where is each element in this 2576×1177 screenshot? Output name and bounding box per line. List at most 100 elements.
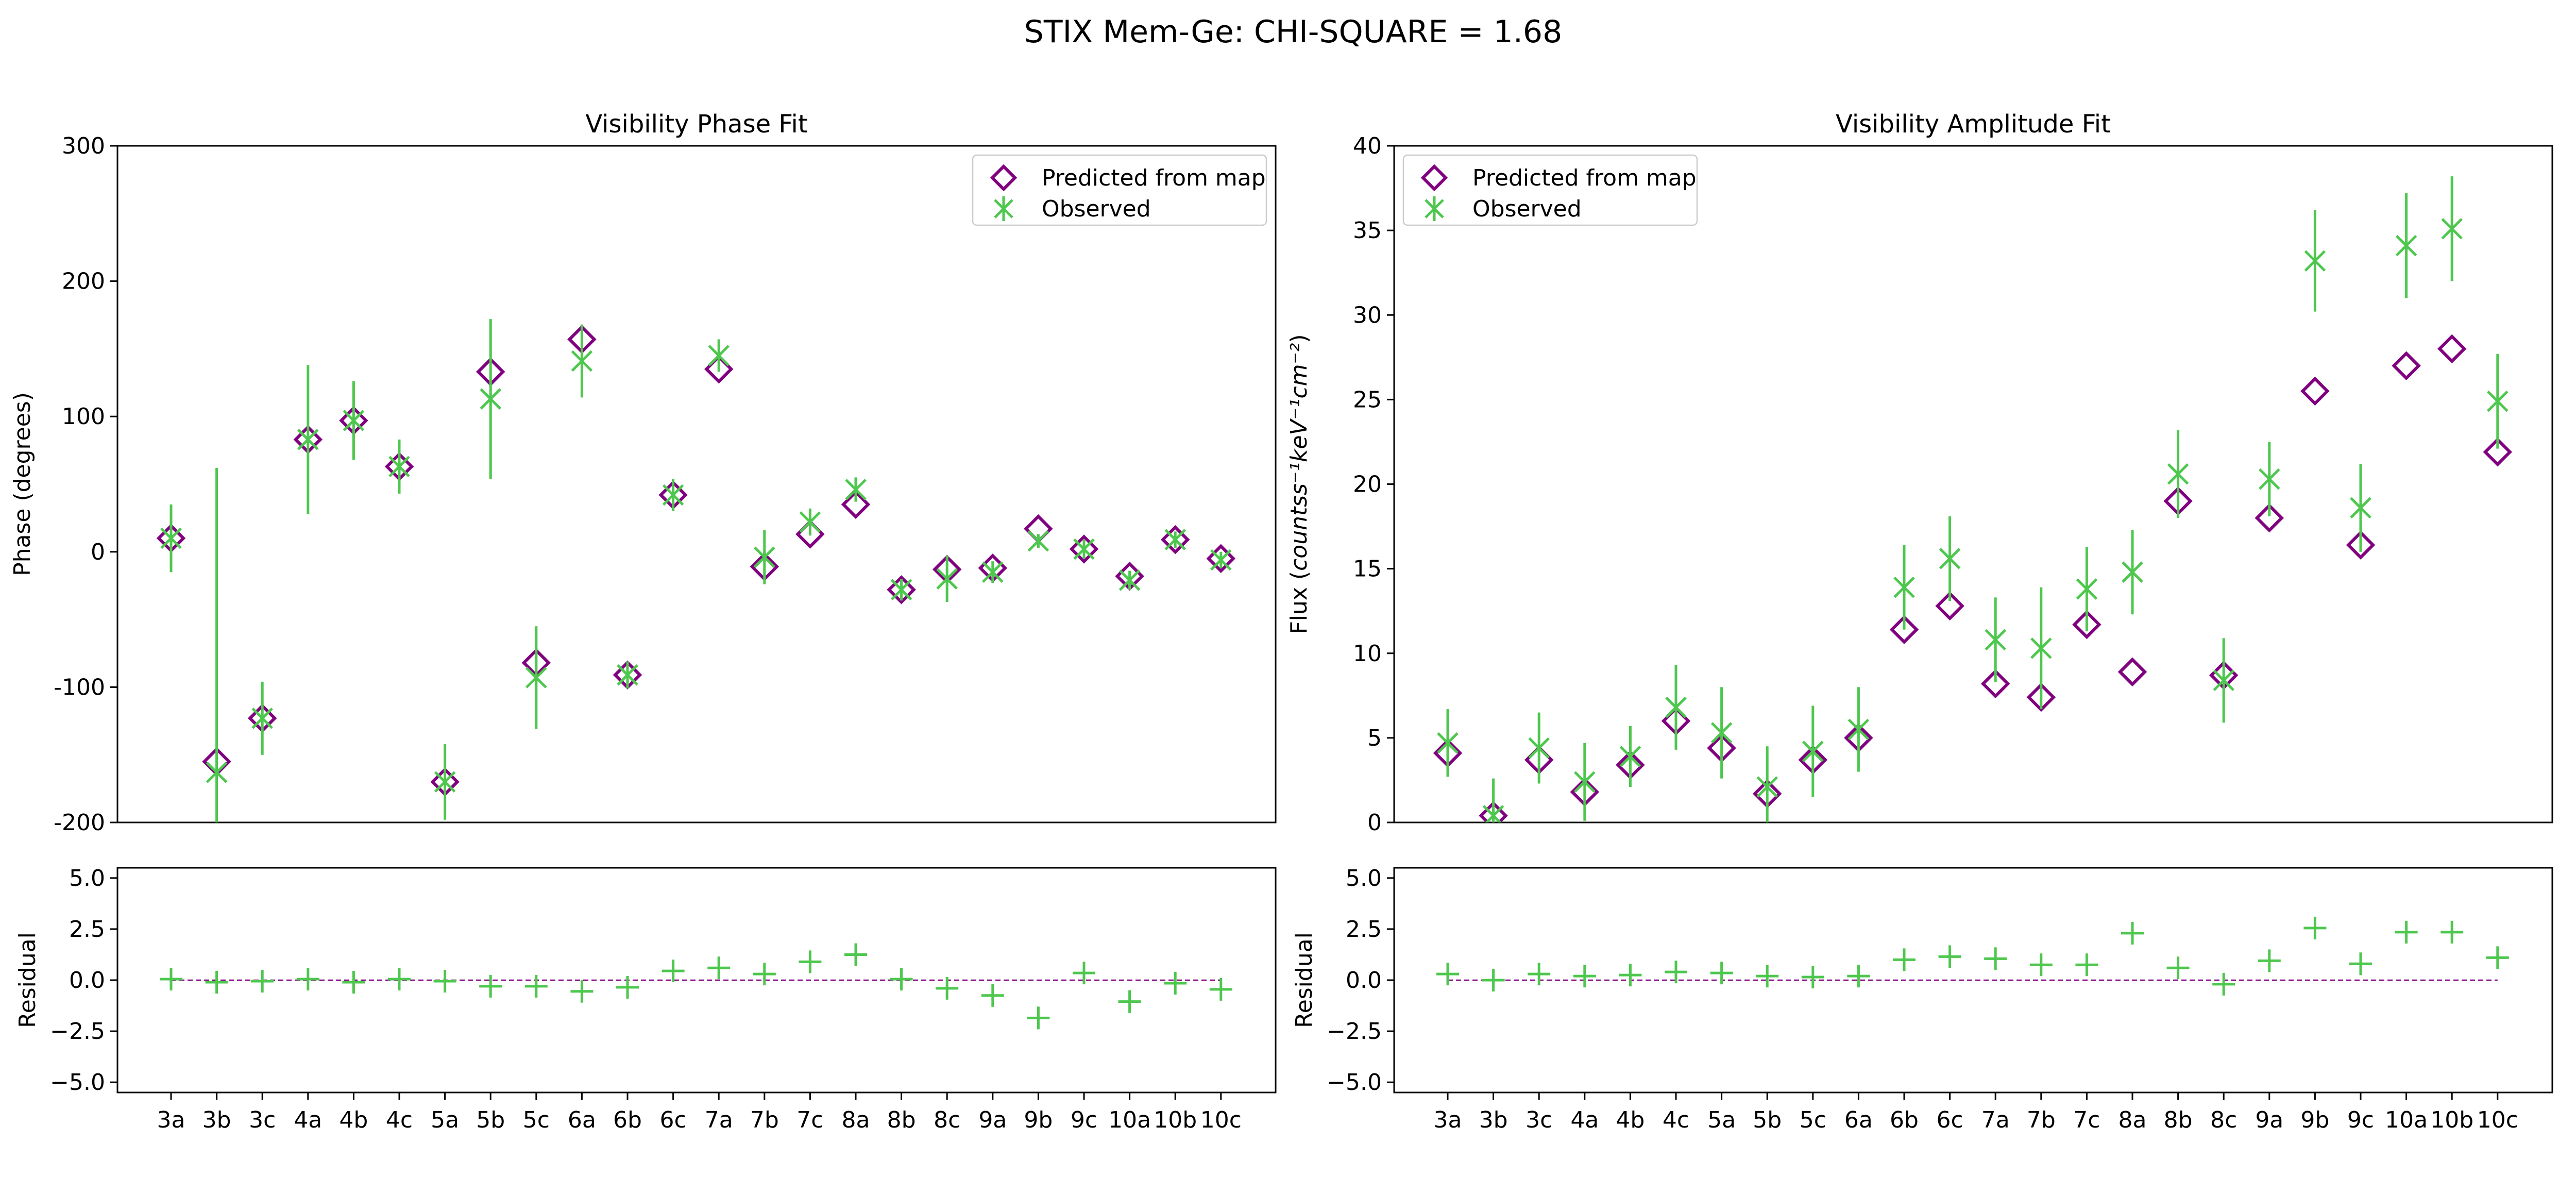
observed-point [160, 527, 182, 549]
observed-point [2395, 234, 2417, 257]
observed-point [1848, 718, 1870, 741]
x-tick-label: 4a [1570, 1107, 1599, 1133]
panel-3: −5.0 −2.5 0.0 2.5 5.0 Residual 3a 3b 3c 4a 4b 4c 5a 5… [1291, 865, 2553, 1133]
predicted-point [2117, 657, 2147, 687]
observed-point [2441, 218, 2463, 240]
observed-point [206, 762, 228, 783]
legend-label-predicted: Predicted from map [1472, 165, 1697, 191]
residual-point [433, 969, 456, 993]
x-tick-label: 10b [1154, 1107, 1197, 1133]
residual-point [844, 943, 867, 966]
observed-point [754, 546, 775, 568]
residual-point [2075, 953, 2098, 977]
residual-point [479, 974, 502, 998]
predicted-point [2392, 351, 2421, 380]
panel-0: -200 -100 0 100 200 300 Phase (degrees) Visibil… [9, 110, 1277, 836]
residual-point [1665, 961, 1687, 984]
y-tick-label: 2.5 [1346, 916, 1382, 943]
predicted-point [2072, 610, 2102, 640]
x-tick-label: 10b [2430, 1107, 2473, 1133]
residual-point [2486, 946, 2509, 969]
observed-point [251, 708, 273, 729]
observed-point [1482, 805, 1504, 822]
observed-point [2122, 561, 2143, 583]
residual-point [1073, 962, 1095, 985]
y-tick-label: 5.0 [1346, 865, 1382, 892]
residual-point [1984, 947, 2007, 970]
x-tick-label: 5a [431, 1107, 459, 1133]
predicted-point [1889, 615, 1919, 645]
residual-point [160, 968, 182, 991]
observed-point [2259, 468, 2280, 490]
x-tick-label: 9c [2347, 1107, 2374, 1133]
x-tick-label: 7a [705, 1107, 733, 1133]
y-tick-label: 15 [1353, 556, 1382, 582]
x-tick-label: 3b [202, 1107, 231, 1133]
residual-point [342, 970, 365, 994]
observed-point [1710, 722, 1733, 744]
observed-point [1164, 529, 1186, 550]
x-tick-label: 5a [1707, 1107, 1736, 1133]
residual-point [799, 950, 822, 973]
observed-point [2487, 390, 2509, 412]
diamond-marker-icon [1420, 164, 1448, 192]
x-tick-label: 3a [1434, 1107, 1462, 1133]
predicted-point [2346, 530, 2376, 560]
x-tick-label: 4c [1663, 1107, 1689, 1133]
y-tick-label: −2.5 [50, 1018, 105, 1045]
observed-point [1118, 569, 1141, 591]
predicted-point [1479, 801, 1508, 822]
residual-point [2395, 920, 2418, 944]
y-tick-label: 5.0 [69, 865, 105, 892]
x-tick-label: 7c [2073, 1107, 2100, 1133]
residual-point [1436, 963, 1459, 986]
data-layer [156, 319, 1236, 822]
x-tick-label: 5b [476, 1107, 505, 1133]
x-tick-label: 4c [386, 1107, 413, 1133]
residual-point [890, 968, 913, 991]
residual-point [1756, 965, 1779, 988]
x-tick-label: 3c [249, 1107, 276, 1133]
predicted-point [887, 575, 916, 604]
residual-point [524, 974, 548, 998]
predicted-point [1206, 544, 1236, 574]
y-tick-label: 30 [1353, 302, 1382, 328]
y-axis-label-part: Flux ( [1286, 571, 1312, 634]
observed-point [1985, 629, 2006, 651]
y-tick-label: 100 [62, 403, 105, 430]
residual-point [936, 977, 959, 1000]
residual-point [2303, 916, 2327, 939]
y-tick-label: 0 [1367, 810, 1382, 836]
observed-point [2167, 463, 2189, 485]
observed-point [480, 388, 501, 410]
residual-point [2121, 921, 2144, 945]
observed-point [1210, 549, 1232, 571]
x-tick-label: 8c [2210, 1107, 2237, 1133]
data-layer [160, 943, 1232, 1030]
x-tick-label: 9a [2255, 1107, 2283, 1133]
residual-point [662, 960, 685, 983]
observed-point [1802, 741, 1824, 762]
residual-point [1528, 963, 1551, 986]
residual-point [2441, 920, 2464, 944]
observed-point [1893, 576, 1915, 598]
observed-point [662, 484, 684, 506]
residual-point [707, 956, 731, 980]
observed-point [1073, 538, 1095, 560]
predicted-point [2437, 334, 2467, 364]
residual-point [2166, 956, 2190, 980]
y-tick-label: 200 [62, 268, 105, 295]
x-tick-label: 8b [887, 1107, 916, 1133]
observed-point [1756, 776, 1778, 798]
x-tick-label: 6c [1937, 1107, 1963, 1133]
observed-point [297, 429, 319, 450]
observed-point [526, 667, 547, 688]
x-tick-label: 10c [1200, 1107, 1242, 1133]
x-tick-label: 6a [1844, 1107, 1873, 1133]
observed-point [388, 456, 410, 478]
x-tick-label: 7a [1981, 1107, 2010, 1133]
predicted-point [2300, 376, 2330, 406]
observed-point [2076, 578, 2098, 600]
y-axis-label: Flux (countss⁻¹keV⁻¹cm⁻²) [1286, 334, 1312, 634]
